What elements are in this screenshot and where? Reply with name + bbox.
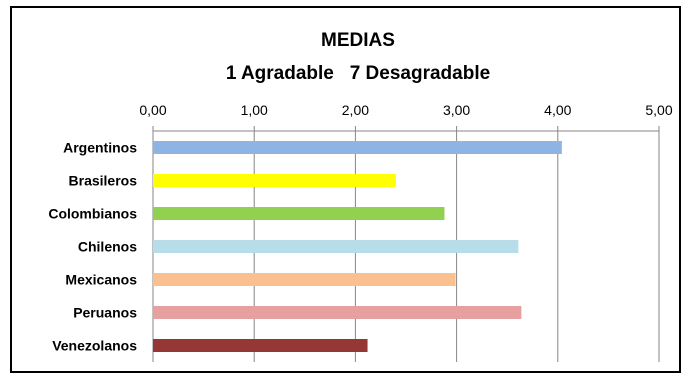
category-label: Argentinos — [63, 140, 137, 156]
gridlines — [152, 126, 660, 362]
bar — [153, 306, 522, 319]
category-label: Mexicanos — [65, 272, 137, 288]
bar — [153, 207, 445, 220]
chart-title-line-2: 1 Agradable 7 Desagradable — [226, 63, 490, 84]
bar — [153, 339, 368, 352]
category-label: Brasileros — [69, 173, 138, 189]
bar — [153, 240, 519, 253]
bars — [153, 141, 562, 352]
x-tick-label: 1,00 — [241, 102, 268, 118]
bar — [153, 174, 396, 187]
category-label: Peruanos — [73, 305, 137, 321]
x-tick-label: 0,00 — [139, 102, 166, 118]
category-label: Chilenos — [78, 239, 137, 255]
bar — [153, 273, 456, 286]
category-labels: Argentinos Brasileros Colombianos Chilenos M… — [48, 140, 137, 354]
x-tick-label: 5,00 — [645, 102, 672, 118]
chart-title-line-1: MEDIAS — [321, 30, 395, 51]
category-label: Venezolanos — [52, 338, 137, 354]
category-label: Colombianos — [48, 206, 137, 222]
x-tick-label: 4,00 — [544, 102, 571, 118]
bar — [153, 141, 562, 154]
x-tick-label: 3,00 — [443, 102, 470, 118]
x-tick-label: 2,00 — [342, 102, 369, 118]
x-tick-labels: 0,00 1,00 2,00 3,00 4,00 5,00 — [139, 102, 672, 118]
